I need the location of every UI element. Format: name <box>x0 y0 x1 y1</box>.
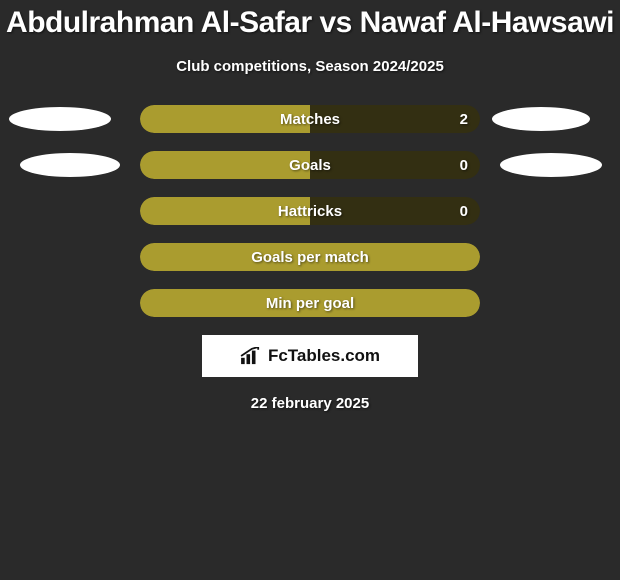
stat-bar: Min per goal <box>140 289 480 317</box>
subtitle: Club competitions, Season 2024/2025 <box>0 58 620 75</box>
stat-value-right: 2 <box>460 105 468 133</box>
stat-bar: Goals per match <box>140 243 480 271</box>
player-ellipse-right <box>500 153 602 177</box>
stat-row: Goals per match <box>0 243 620 271</box>
stat-row: Hattricks0 <box>0 197 620 225</box>
stat-value-right: 0 <box>460 151 468 179</box>
stat-label: Hattricks <box>140 197 480 225</box>
stat-label: Min per goal <box>140 289 480 317</box>
stats-bars: Matches2Goals0Hattricks0Goals per matchM… <box>0 105 620 317</box>
stat-row: Matches2 <box>0 105 620 133</box>
stat-bar: Matches2 <box>140 105 480 133</box>
stat-bar: Goals0 <box>140 151 480 179</box>
date-label: 22 february 2025 <box>0 395 620 412</box>
stat-row: Min per goal <box>0 289 620 317</box>
stat-label: Goals per match <box>140 243 480 271</box>
stat-label: Matches <box>140 105 480 133</box>
stat-label: Goals <box>140 151 480 179</box>
player-ellipse-right <box>492 107 590 131</box>
player-ellipse-left <box>20 153 120 177</box>
logo-box[interactable]: FcTables.com <box>202 335 418 377</box>
player-ellipse-left <box>9 107 111 131</box>
chart-icon <box>240 347 262 365</box>
stat-row: Goals0 <box>0 151 620 179</box>
stat-bar: Hattricks0 <box>140 197 480 225</box>
logo-text: FcTables.com <box>268 346 380 366</box>
page-title: Abdulrahman Al-Safar vs Nawaf Al-Hawsawi <box>0 6 620 40</box>
stat-value-right: 0 <box>460 197 468 225</box>
